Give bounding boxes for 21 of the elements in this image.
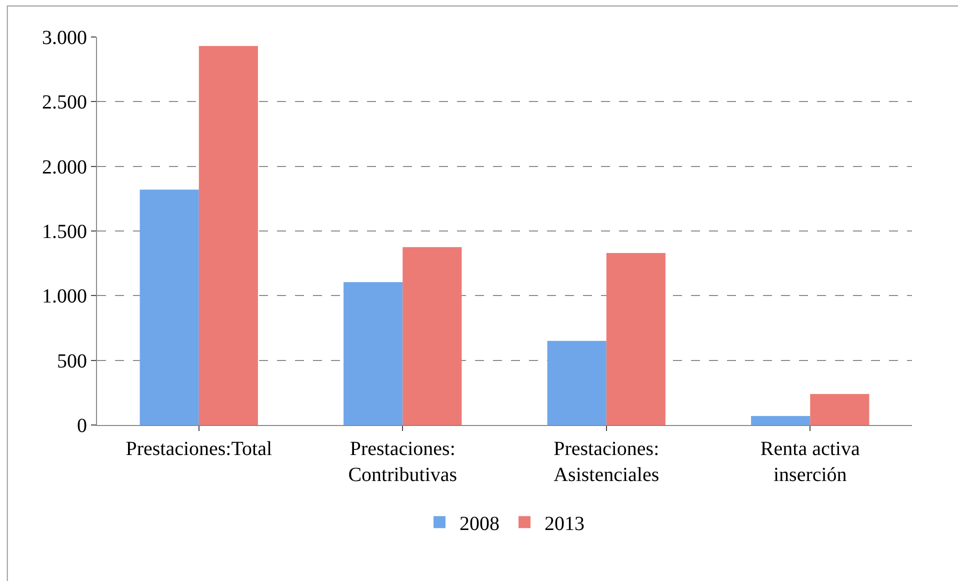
x-tick-label: Prestaciones: Asistenciales: [554, 438, 660, 486]
y-tick-label: 2.000: [42, 156, 87, 178]
bar: [198, 46, 258, 425]
legend-label: 2013: [544, 512, 584, 535]
bar: [402, 247, 462, 425]
y-tick-label: 2.500: [42, 92, 87, 114]
y-tick-label: 500: [57, 350, 87, 372]
bar: [606, 252, 666, 425]
y-tick-label: 1.500: [42, 221, 87, 243]
y-tick-label: 3.000: [42, 27, 87, 49]
x-tick-label: Prestaciones:Total: [126, 438, 272, 460]
bar: [810, 394, 870, 425]
y-tick-label: 1.000: [42, 286, 87, 308]
legend-label: 2008: [460, 512, 500, 535]
y-tick-label: 0: [77, 415, 87, 437]
x-tick-label: Prestaciones: Contributivas: [348, 438, 458, 486]
x-tick-label: Renta activa inserción: [760, 438, 860, 486]
bar: [140, 190, 199, 425]
bar: [344, 282, 403, 425]
bar: [751, 416, 810, 425]
bar: [547, 340, 606, 425]
